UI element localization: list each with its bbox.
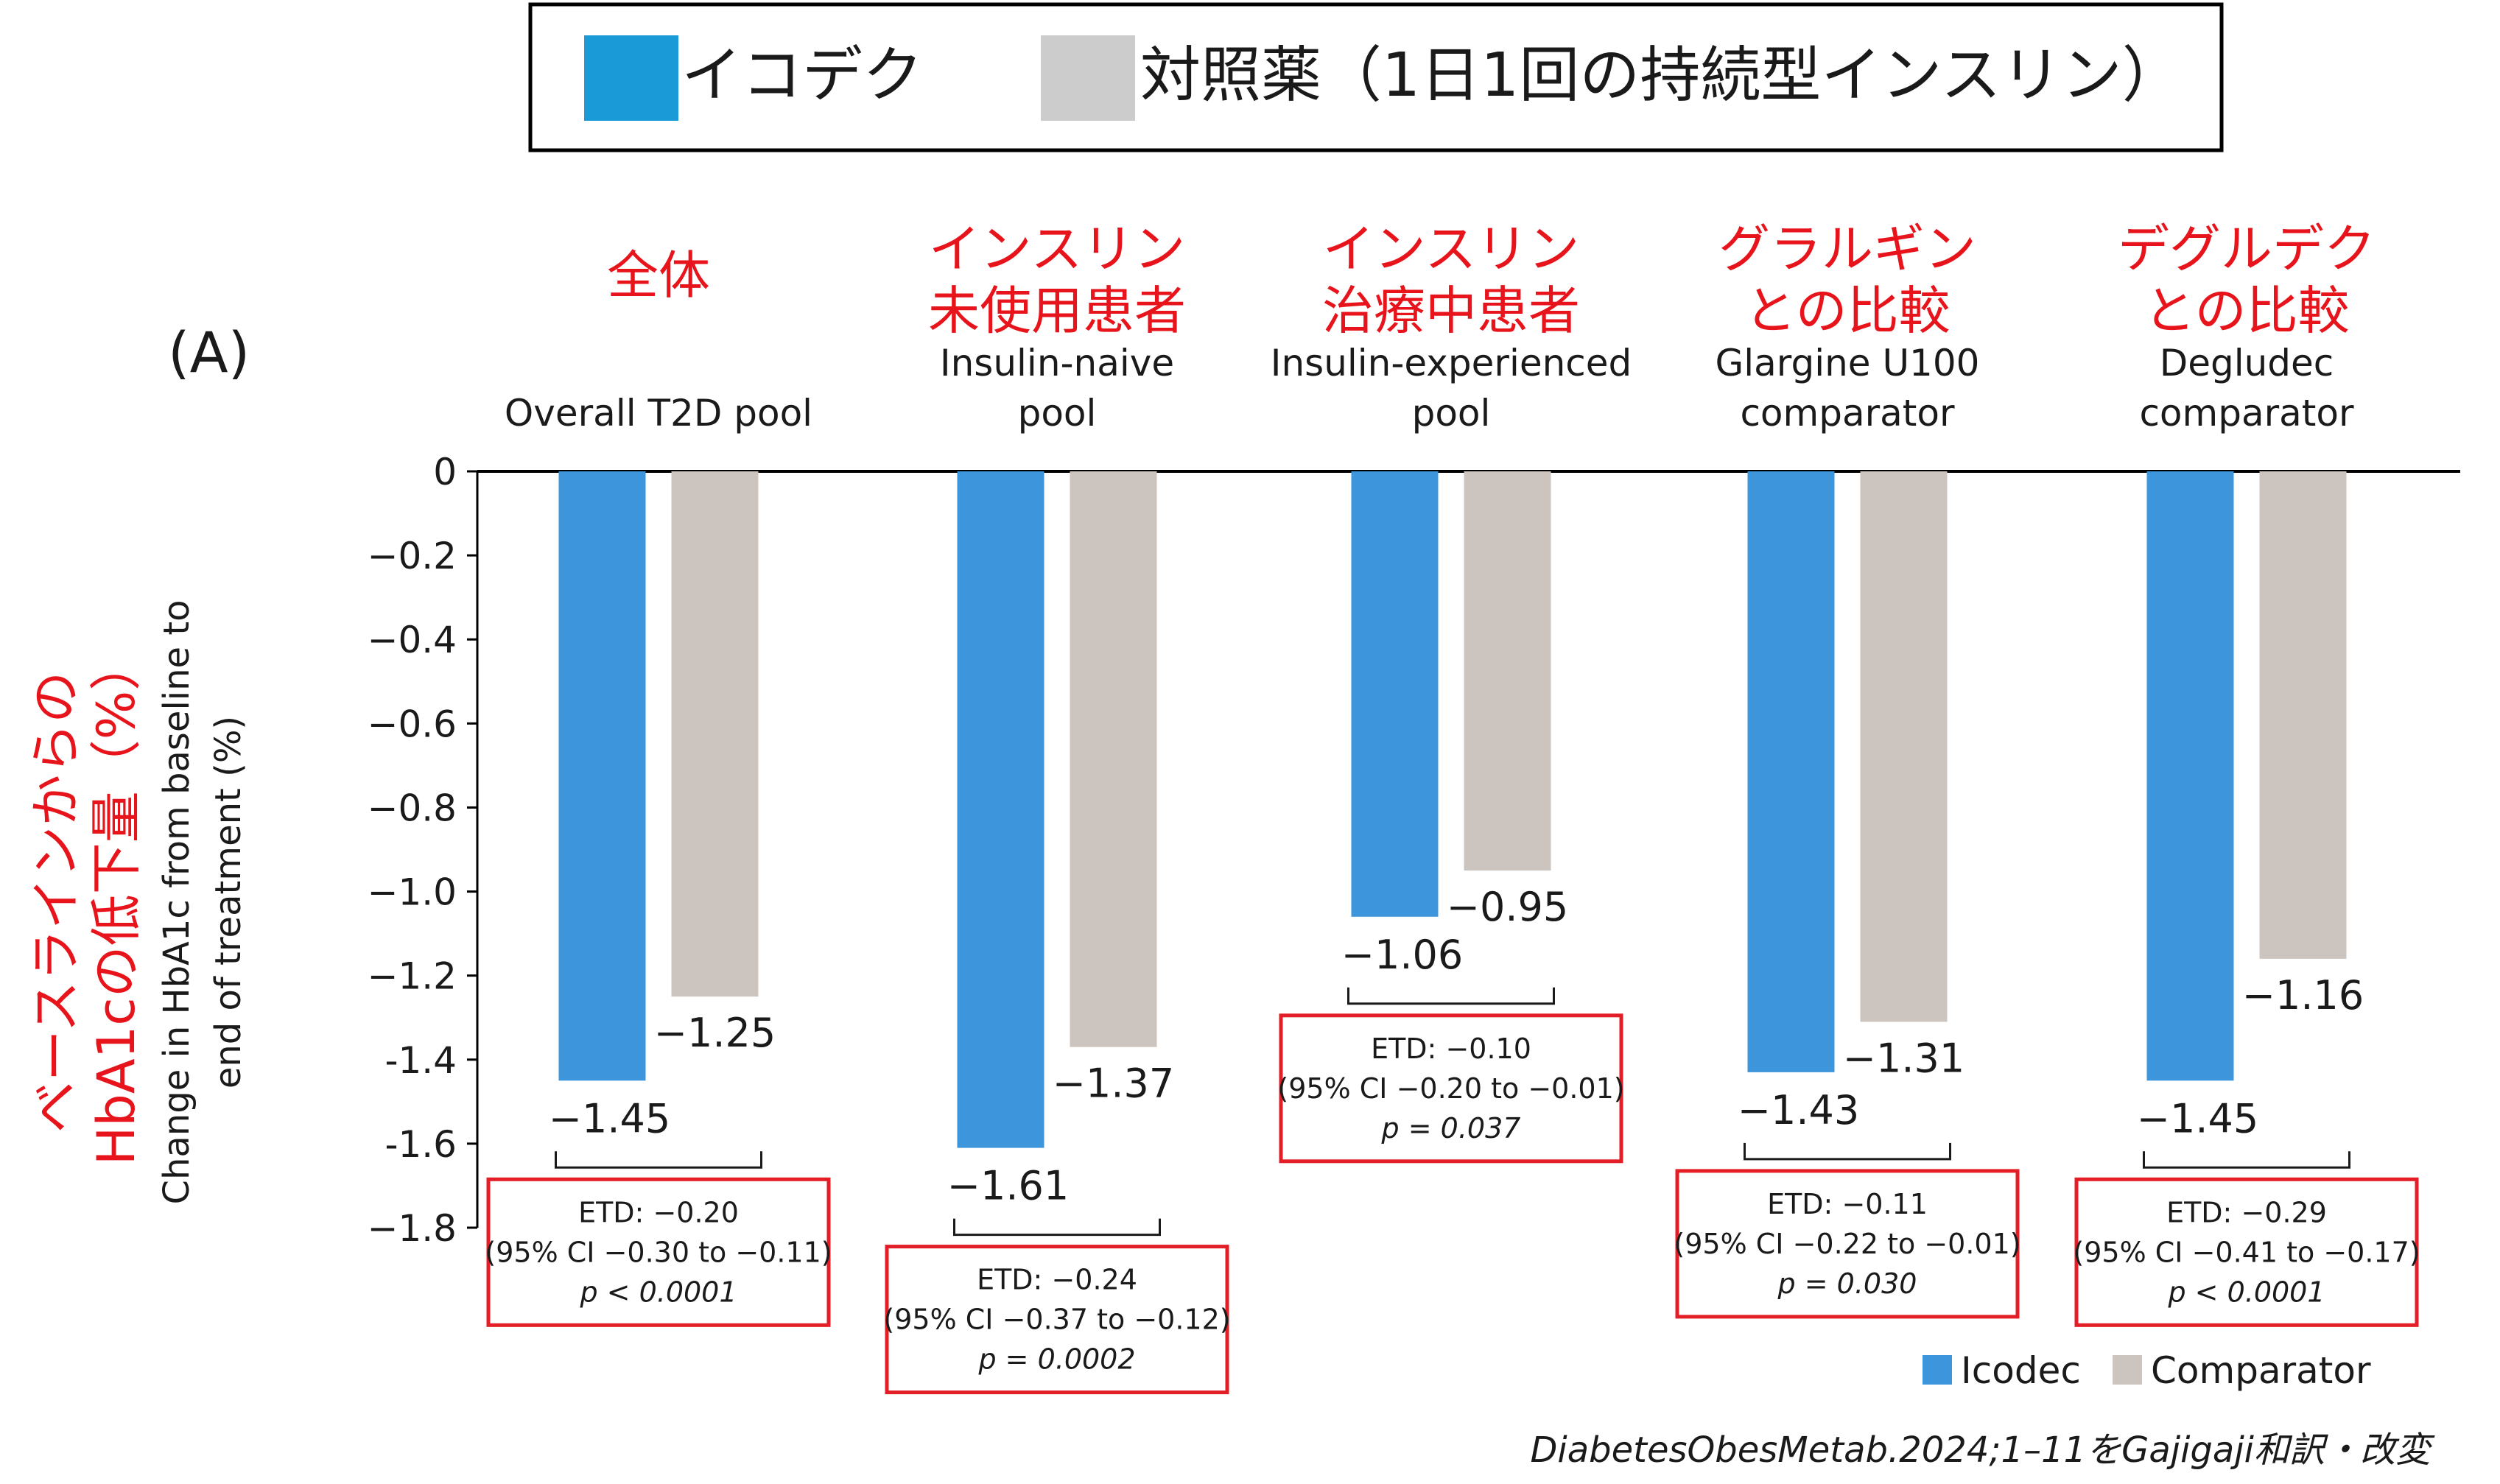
value-label-comparator: −1.31 [1843, 1035, 1964, 1081]
top-legend-swatch-icodec [584, 35, 678, 121]
top-legend-label-comparator: 対照薬（1日1回の持続型インスリン） [1140, 41, 2183, 110]
y-tick-label: −0.4 [368, 619, 457, 661]
etd-ci: (95% CI −0.22 to −0.01) [1674, 1228, 2020, 1260]
value-label-comparator: −1.25 [654, 1010, 776, 1056]
bottom-legend: Icodec Comparator [1923, 1349, 2371, 1392]
value-label-icodec: −1.61 [947, 1163, 1069, 1209]
etd-p-value: p = 0.030 [1777, 1267, 1917, 1300]
group-category-label-line2: pool [1412, 392, 1491, 435]
group-jp-label-line1: デグルデク [2118, 219, 2376, 279]
etd-bracket [2143, 1151, 2350, 1169]
bar-comparator [671, 471, 759, 997]
group-jp-label-line2: との比較 [1744, 281, 1950, 341]
etd-box [2074, 1177, 2419, 1327]
bar-icodec [957, 471, 1044, 1148]
group-category-label-line2: comparator [2139, 392, 2354, 435]
etd-value: ETD: −0.10 [1371, 1033, 1531, 1065]
bar-groups: 全体 Overall T2D pool −1.25 −1.45 ETD: −0.20 (9… [485, 219, 2420, 1395]
value-label-icodec: −1.45 [2137, 1095, 2258, 1142]
bar-comparator [1464, 471, 1551, 871]
y-tick-label: −0.6 [368, 703, 457, 745]
etd-bracket [555, 1151, 762, 1169]
top-legend: イコデク 対照薬（1日1回の持続型インスリン） [528, 2, 2224, 152]
y-axis-en-label-line2: end of treatment (%) [208, 716, 249, 1089]
group-jp-label-line2: 治療中患者 [1322, 281, 1580, 341]
bar-icodec [2146, 471, 2234, 1081]
group-category-label-line2: Overall T2D pool [505, 392, 812, 435]
bar-group: 全体 Overall T2D pool −1.25 −1.45 ETD: −0.20 (9… [485, 245, 832, 1327]
top-legend-label-icodec: イコデク [681, 41, 923, 110]
y-tick-label: 0 [433, 451, 457, 493]
value-label-icodec: −1.45 [549, 1095, 670, 1142]
value-label-icodec: −1.06 [1341, 932, 1463, 978]
group-category-label-line2: comparator [1740, 392, 1955, 435]
panel-label: (A) [168, 320, 250, 385]
bar-comparator [2259, 471, 2347, 959]
bar-icodec [1351, 471, 1439, 917]
bar-comparator [1860, 471, 1948, 1022]
etd-ci: (95% CI −0.37 to −0.12) [883, 1304, 1230, 1336]
bar-icodec [558, 471, 646, 1081]
bar-icodec [1747, 471, 1835, 1072]
group-jp-label-line1: 全体 [607, 245, 710, 306]
etd-p-value: p < 0.0001 [579, 1276, 737, 1308]
legend-label-comparator: Comparator [2151, 1349, 2371, 1392]
etd-ci: (95% CI −0.20 to −0.01) [1277, 1072, 1624, 1105]
group-category-label-line2: pool [1018, 392, 1097, 435]
y-tick-label: −1.8 [368, 1207, 457, 1250]
y-axis-title: ベースラインからの HbA1cの低下量（%） Change in HbA1c f… [26, 599, 249, 1204]
etd-value: ETD: −0.24 [977, 1264, 1137, 1296]
value-label-comparator: −1.37 [1053, 1061, 1174, 1107]
etd-value: ETD: −0.20 [578, 1196, 739, 1228]
y-tick-label: −0.2 [368, 535, 457, 577]
etd-bracket [953, 1218, 1161, 1237]
etd-ci: (95% CI −0.41 to −0.17) [2073, 1236, 2420, 1268]
y-axis-jp-label-line2: HbA1cの低下量（%） [86, 639, 147, 1166]
etd-p-value: p < 0.0001 [2167, 1276, 2325, 1308]
source-note: DiabetesObesMetab.2024;1–11をGajigaji和訳・改… [1530, 1430, 2435, 1471]
top-legend-swatch-comparator [1041, 35, 1135, 121]
etd-bracket [1744, 1142, 1951, 1161]
etd-p-value: p = 0.037 [1381, 1112, 1521, 1144]
y-tick-label: -1.4 [385, 1039, 457, 1082]
y-tick-label: −0.8 [368, 787, 457, 829]
etd-box [1279, 1013, 1623, 1164]
value-label-comparator: −1.16 [2242, 972, 2364, 1019]
etd-box [1675, 1169, 2020, 1319]
group-jp-label-line1: インスリン [1323, 219, 1580, 279]
y-tick-label: -1.6 [385, 1123, 457, 1166]
etd-box [885, 1245, 1229, 1395]
etd-box [486, 1177, 831, 1327]
value-label-icodec: −1.43 [1738, 1087, 1859, 1133]
legend-label-icodec: Icodec [1961, 1349, 2081, 1392]
etd-value: ETD: −0.29 [2166, 1196, 2327, 1228]
group-category-label-line1: Insulin-naive [940, 342, 1174, 384]
etd-p-value: p = 0.0002 [977, 1343, 1135, 1376]
value-label-comparator: −0.95 [1447, 884, 1568, 930]
y-tick-label: −1.0 [368, 871, 457, 914]
group-jp-label-line1: グラルギン [1718, 219, 1976, 279]
bar-comparator [1070, 471, 1157, 1047]
y-axis-jp-label-line1: ベースラインからの [26, 672, 86, 1133]
group-category-label-line1: Glargine U100 [1716, 342, 1980, 384]
etd-ci: (95% CI −0.30 to −0.11) [485, 1236, 832, 1268]
top-legend-frame [528, 2, 2224, 152]
etd-value: ETD: −0.11 [1767, 1188, 1928, 1220]
group-jp-label-line2: 未使用患者 [928, 281, 1186, 341]
group-category-label-line1: Degludec [2160, 342, 2334, 384]
group-jp-label-line2: との比較 [2143, 281, 2349, 341]
y-axis-en-label-line1: Change in HbA1c from baseline to [156, 599, 197, 1204]
legend-swatch-icodec [1923, 1355, 1952, 1385]
etd-bracket [1347, 987, 1555, 1005]
axes: 0 −0.2 −0.4 −0.6 −0.8 −1.0 −1.2 -1.4 -1.6 −1.8 [368, 451, 2460, 1250]
legend-swatch-comparator [2113, 1355, 2142, 1385]
group-jp-label-line1: インスリン [929, 219, 1186, 279]
y-tick-label: −1.2 [368, 955, 457, 998]
group-category-label-line1: Insulin-experienced [1271, 342, 1632, 384]
